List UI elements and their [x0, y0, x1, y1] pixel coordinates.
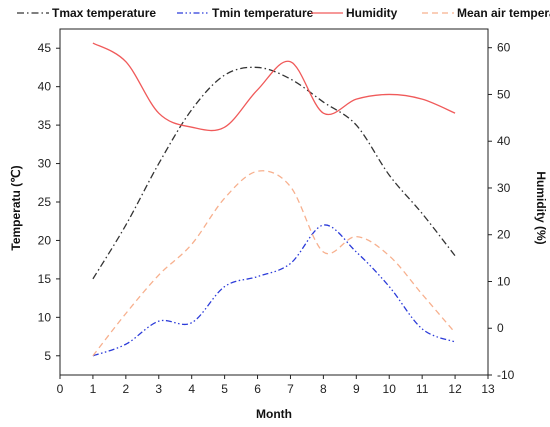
y2-tick-label: 40 — [497, 134, 511, 148]
plot-lines — [92, 42, 456, 357]
x-tick-label: 8 — [320, 382, 327, 396]
legend: Tmax temperature Tmin temperature Humidity… — [17, 6, 550, 20]
legend-label: Tmin temperature — [212, 6, 314, 20]
x-tick-label: 6 — [254, 382, 261, 396]
x-tick-label: 12 — [448, 382, 462, 396]
y-tick-label: 45 — [38, 41, 52, 55]
y2-tick-label: 30 — [497, 181, 511, 195]
x-tick-label: 7 — [287, 382, 294, 396]
y2-tick-label: 10 — [497, 274, 511, 288]
x-tick-label: 10 — [383, 382, 397, 396]
y-tick-label: 40 — [38, 80, 52, 94]
plot-frame — [59, 28, 489, 376]
y2-tick-label: 0 — [497, 321, 504, 335]
y2-tick-label: 20 — [497, 228, 511, 242]
x-tick-label: 3 — [155, 382, 162, 396]
y-tick-label: 30 — [38, 157, 52, 171]
series-line-humidity — [92, 42, 456, 132]
x-tick-label: 0 — [57, 382, 64, 396]
x-tick-label: 2 — [123, 382, 130, 396]
y-tick-label: 5 — [44, 349, 51, 363]
y2-axis-label: Humidity (%) — [534, 171, 548, 244]
x-tick-label: 5 — [221, 382, 228, 396]
series-line-tmax-temperature — [92, 66, 456, 280]
y2-tick-label: 50 — [497, 87, 511, 101]
x-tick-label: 9 — [353, 382, 360, 396]
y-tick-label: 25 — [38, 195, 52, 209]
x-tick-label: 1 — [90, 382, 97, 396]
x-axis-label: Month — [256, 407, 292, 421]
y2-tick-label: -10 — [497, 368, 515, 382]
y-tick-label: 20 — [38, 233, 52, 247]
y-axis-label: Temperatu (℃) — [9, 165, 23, 250]
legend-label: Tmax temperature — [52, 6, 156, 20]
x-tick-label: 11 — [416, 382, 429, 396]
x-tick-label: 13 — [481, 382, 495, 396]
x-tick-label: 4 — [188, 382, 195, 396]
legend-label: Mean air temperature — [457, 6, 550, 20]
axes: 0 1 2 3 4 5 6 7 8 9 10 11 12 1351015202530354045-1001… — [38, 28, 515, 396]
series-line-mean-air-temperature — [92, 170, 456, 357]
y-tick-label: 15 — [38, 272, 52, 286]
y-tick-label: 35 — [38, 118, 52, 132]
legend-label: Humidity — [346, 6, 398, 20]
series-line-tmin-temperature — [92, 224, 456, 357]
y2-tick-label: 60 — [497, 41, 511, 55]
y-tick-label: 10 — [38, 310, 52, 324]
